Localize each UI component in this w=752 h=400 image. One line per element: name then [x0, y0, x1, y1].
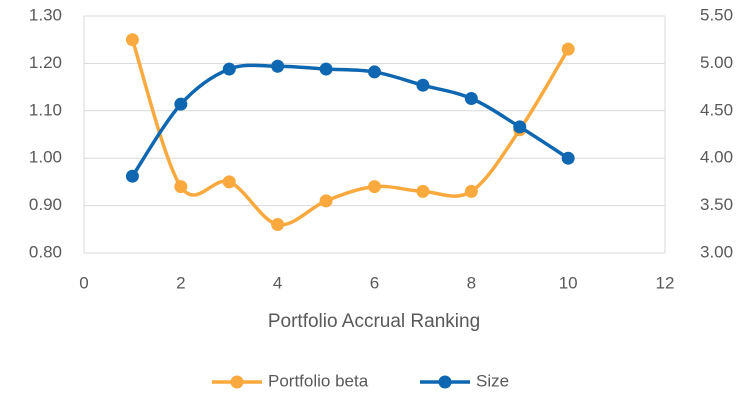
point: [464, 184, 478, 198]
point: [125, 169, 139, 183]
y-tick-label: 1.10: [29, 100, 62, 119]
y2-tick-label: 5.50: [700, 5, 733, 24]
y-tick-label: 1.30: [29, 5, 62, 24]
y2-tick-label: 3.00: [700, 242, 733, 261]
series-line: [130, 63, 570, 178]
x-tick-label: 2: [176, 273, 185, 292]
y2-tick-label: 4.00: [700, 148, 733, 167]
y-tick-label: 1.20: [29, 53, 62, 72]
y2-tick-label: 5.00: [700, 53, 733, 72]
x-tick-label: 12: [656, 273, 675, 292]
x-tick-label: 10: [559, 273, 578, 292]
series-line: [130, 39, 570, 227]
legend-label: Portfolio beta: [268, 371, 369, 390]
point: [416, 78, 430, 92]
legend-marker: [230, 375, 244, 389]
point: [174, 180, 188, 194]
point: [368, 65, 381, 79]
point: [561, 42, 575, 56]
y-tick-label: 0.90: [29, 195, 62, 214]
point: [319, 62, 333, 76]
point: [222, 62, 236, 76]
legend-marker: [438, 375, 452, 389]
y-tick-label: 0.80: [29, 242, 62, 261]
y2-tick-label: 3.50: [700, 195, 733, 214]
point: [513, 120, 527, 134]
x-tick-label: 4: [273, 273, 282, 292]
x-axis-title: Portfolio Accrual Ranking: [268, 311, 480, 332]
point: [271, 59, 285, 73]
x-tick-label: 6: [370, 273, 379, 292]
point: [319, 194, 333, 208]
point: [561, 151, 575, 165]
point: [174, 97, 188, 111]
point: [368, 180, 381, 194]
y-tick-label: 1.00: [29, 148, 62, 167]
point: [271, 218, 285, 232]
point: [125, 33, 139, 47]
x-tick-label: 8: [467, 273, 476, 292]
point: [222, 175, 236, 189]
point: [416, 184, 430, 198]
legend-label: Size: [476, 371, 509, 390]
x-tick-label: 0: [79, 273, 88, 292]
point: [464, 91, 478, 105]
y2-tick-label: 4.50: [700, 100, 733, 119]
